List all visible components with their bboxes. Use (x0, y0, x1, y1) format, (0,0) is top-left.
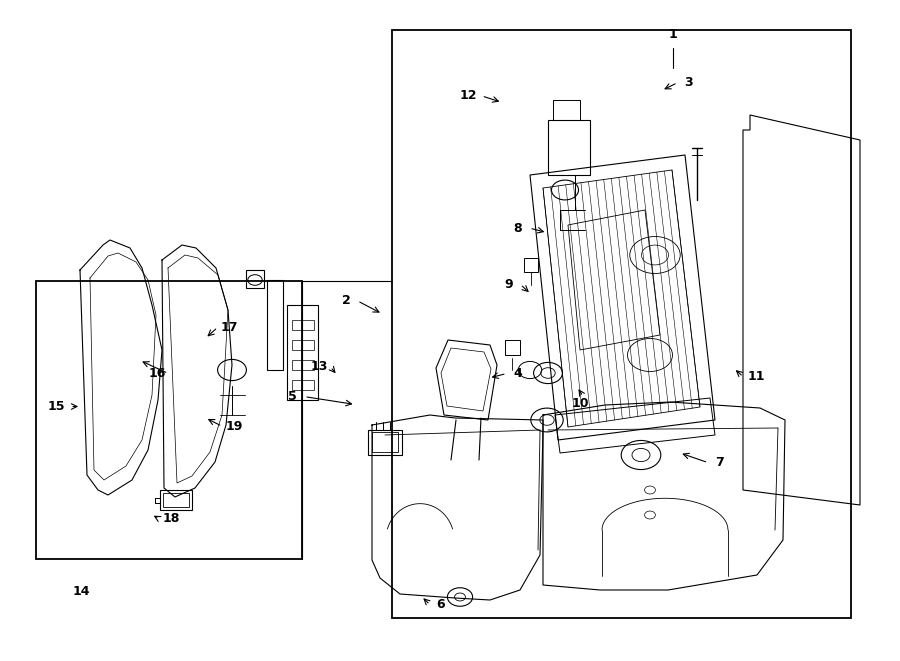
Text: 6: 6 (436, 598, 446, 611)
Bar (524, 258, 538, 272)
Text: 1: 1 (669, 28, 678, 42)
Bar (548, 120, 590, 175)
Bar (287, 305, 318, 400)
Text: 8: 8 (513, 221, 522, 235)
Text: 12: 12 (459, 89, 477, 102)
Bar (246, 270, 264, 288)
Bar (292, 320, 314, 330)
Text: 2: 2 (342, 294, 351, 307)
Bar (292, 340, 314, 350)
Text: 5: 5 (288, 390, 297, 403)
Text: 10: 10 (572, 397, 590, 410)
Text: 14: 14 (72, 585, 90, 598)
Text: 19: 19 (225, 420, 243, 433)
Bar (392, 30, 850, 618)
Bar (163, 493, 189, 507)
Text: 11: 11 (747, 370, 765, 383)
Bar (160, 490, 192, 510)
Bar (36, 281, 302, 559)
Text: 13: 13 (310, 360, 328, 373)
Bar (292, 379, 314, 390)
Text: 7: 7 (716, 456, 724, 469)
Text: 3: 3 (684, 76, 693, 89)
Text: 16: 16 (148, 367, 166, 380)
Bar (292, 360, 314, 370)
Bar (372, 432, 398, 452)
Bar (368, 430, 402, 455)
Text: 9: 9 (504, 278, 513, 291)
Text: 18: 18 (162, 512, 180, 525)
Bar (505, 340, 520, 355)
Text: 4: 4 (513, 367, 522, 380)
Text: 15: 15 (48, 400, 66, 413)
Text: 17: 17 (220, 321, 238, 334)
Bar (267, 280, 283, 370)
Bar (553, 100, 580, 120)
